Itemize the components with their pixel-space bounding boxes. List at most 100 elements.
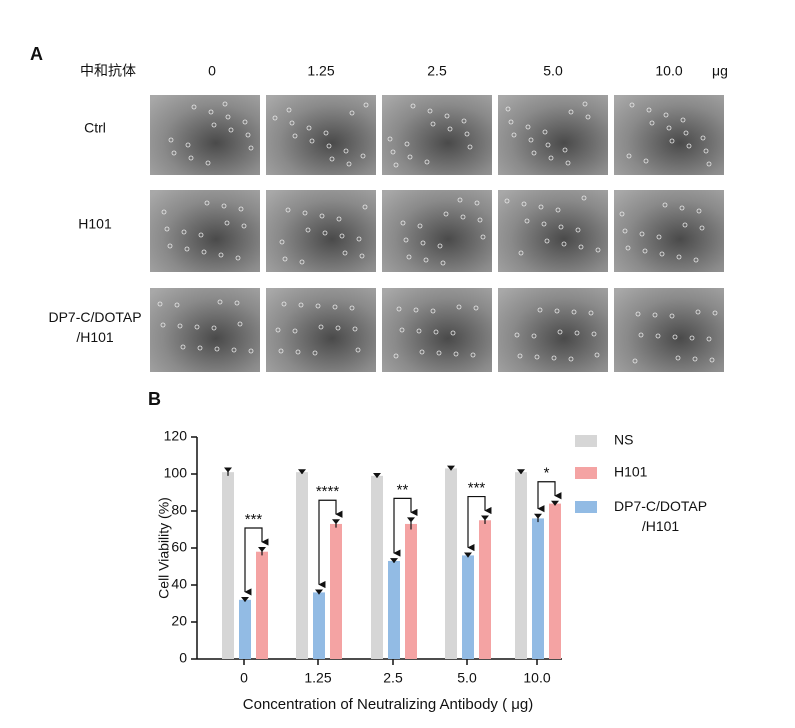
cell xyxy=(646,107,652,113)
cell xyxy=(285,207,291,213)
cell xyxy=(352,326,358,332)
cell xyxy=(686,143,692,149)
micrograph xyxy=(498,190,608,272)
cell xyxy=(410,103,416,109)
micrograph xyxy=(150,95,260,175)
cell xyxy=(272,115,278,121)
cell xyxy=(629,102,635,108)
cell xyxy=(656,234,662,240)
cell xyxy=(659,251,665,257)
significance-bracket xyxy=(244,527,269,596)
error-cap xyxy=(315,589,323,595)
bar xyxy=(371,475,383,659)
y-tick-label: 60 xyxy=(171,539,187,555)
error-cap xyxy=(447,465,455,471)
bar xyxy=(532,518,544,659)
cell xyxy=(168,137,174,143)
cell xyxy=(184,246,190,252)
cell xyxy=(683,130,689,136)
cell xyxy=(387,136,393,142)
cell xyxy=(450,330,456,336)
cell xyxy=(474,200,480,206)
cell xyxy=(424,159,430,165)
cell xyxy=(315,303,321,309)
x-tick-label: 2.5 xyxy=(383,670,403,686)
error-cap xyxy=(407,517,415,523)
cell xyxy=(390,149,396,155)
cell xyxy=(565,160,571,166)
cell xyxy=(619,211,625,217)
micrograph xyxy=(150,288,260,372)
cell xyxy=(396,306,402,312)
cell xyxy=(416,328,422,334)
cell xyxy=(201,249,207,255)
significance-label: *** xyxy=(245,511,263,528)
cell xyxy=(517,353,523,359)
cell xyxy=(218,252,224,258)
micrograph xyxy=(614,190,724,272)
bar xyxy=(445,468,457,659)
error-cap xyxy=(464,552,472,558)
cell xyxy=(292,133,298,139)
cell xyxy=(437,243,443,249)
y-tick-label: 20 xyxy=(171,613,187,629)
cell xyxy=(693,257,699,263)
column-label: 10.0 xyxy=(655,63,682,79)
cell xyxy=(638,332,644,338)
x-tick-label: 5.0 xyxy=(457,670,477,686)
significance-label: ** xyxy=(397,481,409,498)
cell xyxy=(197,345,203,351)
cell xyxy=(531,150,537,156)
cell xyxy=(457,197,463,203)
cell xyxy=(188,155,194,161)
cell xyxy=(456,304,462,310)
bar xyxy=(479,520,491,659)
cell xyxy=(680,117,686,123)
row-label-line: /H101 xyxy=(76,329,114,345)
cell xyxy=(275,327,281,333)
cell xyxy=(706,336,712,342)
cell xyxy=(237,321,243,327)
cell xyxy=(700,135,706,141)
cell xyxy=(594,352,600,358)
micrograph xyxy=(614,95,724,175)
cell xyxy=(699,225,705,231)
cell xyxy=(400,220,406,226)
cell xyxy=(171,150,177,156)
cell xyxy=(558,224,564,230)
cell xyxy=(185,142,191,148)
cell xyxy=(281,301,287,307)
cell xyxy=(521,201,527,207)
cell xyxy=(545,142,551,148)
cell xyxy=(164,226,170,232)
cell xyxy=(703,148,709,154)
y-tick-label: 80 xyxy=(171,502,187,518)
legend-label: H101 xyxy=(614,464,648,480)
cell xyxy=(180,344,186,350)
cell xyxy=(568,109,574,115)
cell xyxy=(332,304,338,310)
cell xyxy=(554,308,560,314)
y-axis-label: Cell Viability (%) xyxy=(156,497,172,599)
bar xyxy=(515,472,527,659)
significance-label: * xyxy=(544,465,550,482)
legend-label: DP7-C/DOTAP/H101 xyxy=(614,498,707,534)
cell xyxy=(548,155,554,161)
panel-label: A xyxy=(30,44,43,64)
column-label: 1.25 xyxy=(307,63,334,79)
cell xyxy=(444,113,450,119)
cell xyxy=(642,248,648,254)
cell xyxy=(524,218,530,224)
cell xyxy=(198,232,204,238)
cell xyxy=(696,208,702,214)
cell xyxy=(339,233,345,239)
cell xyxy=(279,239,285,245)
cell xyxy=(319,213,325,219)
legend-label-line: /H101 xyxy=(642,518,680,534)
row-label-line: DP7-C/DOTAP xyxy=(48,309,141,325)
cell xyxy=(470,352,476,358)
error-cap xyxy=(224,467,232,473)
significance-label: *** xyxy=(468,480,486,497)
y-tick-label: 0 xyxy=(179,650,187,666)
cell xyxy=(663,112,669,118)
